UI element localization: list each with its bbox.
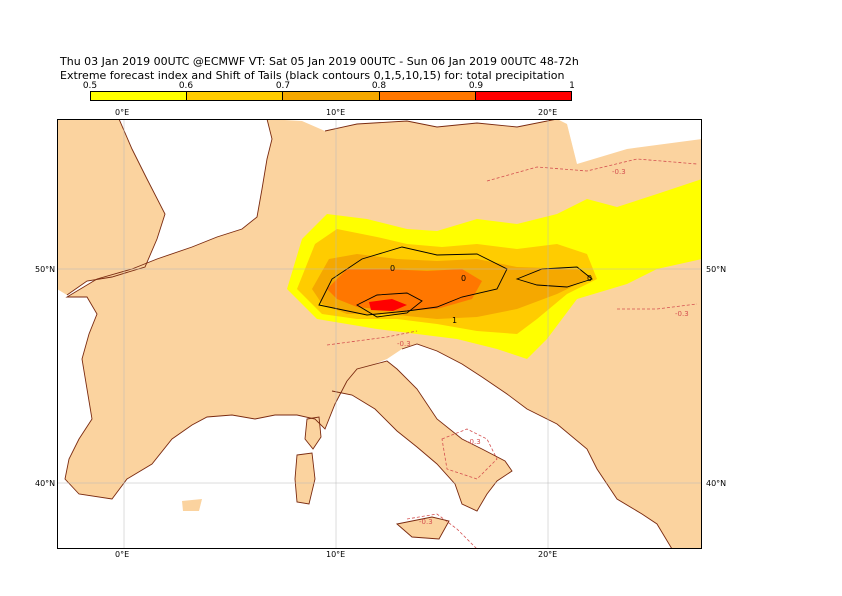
coastline-corsica [304,416,322,450]
land-mallorca [182,499,202,511]
lat-label-right: 40°N [706,479,727,488]
colorbar-label: 0.6 [178,81,194,91]
efi-negative-label: -0.3 [612,168,626,176]
lon-label-top: 0°E [115,108,130,117]
efi-negative-contour [406,513,478,549]
sot-contour-label: 0 [461,274,466,283]
land-italy [325,361,512,511]
efi-negative-contour [326,330,418,346]
efi-area-0.9-1 [369,299,407,311]
lon-label-bottom: 0°E [115,550,130,559]
efi-negative-contour [441,428,498,480]
colorbar-bin-2 [187,92,284,100]
coastlines [64,119,673,549]
land-sicily [397,517,449,539]
lon-label-top: 20°E [538,108,558,117]
colorbar-bin-5 [475,92,572,100]
colorbar-label: 0.5 [82,81,98,91]
map: -0.3 -0.3 -0.3 -0.3 -0.3 0 0 1 0 0°E 10°… [57,119,702,549]
lon-label-bottom: 20°E [538,550,558,559]
lon-label-bottom: 10°E [326,550,346,559]
coastline-sicily [396,516,450,540]
efi-negative-label: -0.3 [467,438,481,446]
sot-contour [356,292,423,318]
efi-negative-contour [486,158,698,182]
efi-negative-label: -0.3 [675,310,689,318]
coastline [324,119,558,132]
efi-negative-contour [617,303,698,310]
coastline [64,119,348,500]
land-great-britain [57,119,165,295]
efi-negative-label: -0.3 [397,340,411,348]
sot-contour-label: 0 [390,264,395,273]
chart-title-line-1: Thu 03 Jan 2019 00UTC @ECMWF VT: Sat 05 … [60,55,579,68]
lat-label-right: 50°N [706,265,727,274]
chart-title-line-2: Extreme forecast index and Shift of Tail… [60,69,565,82]
colorbar-bin-1 [91,92,188,100]
lat-label-left: 40°N [35,479,56,488]
colorbar-label: 0.9 [468,81,484,91]
colorbar [90,91,572,101]
colorbar-bin-4 [379,92,476,100]
coastline [331,360,513,512]
land-sardinia [295,453,315,504]
efi-negative-label: -0.3 [419,518,433,526]
sot-contour-label: 0 [587,274,592,283]
colorbar-label: 1 [569,81,575,91]
graticule [57,119,702,549]
coastline [401,343,673,549]
efi-negative-contours [326,158,698,549]
land-corsica [305,417,321,449]
lon-label-top: 10°E [326,108,346,117]
map-frame [57,119,702,549]
coastline-sardinia [294,452,316,505]
colorbar-label: 0.8 [371,81,387,91]
lat-label-left: 50°N [35,265,56,274]
colorbar-label: 0.7 [275,81,291,91]
colorbar-bin-3 [283,92,380,100]
sot-contour-label: 1 [452,316,457,325]
